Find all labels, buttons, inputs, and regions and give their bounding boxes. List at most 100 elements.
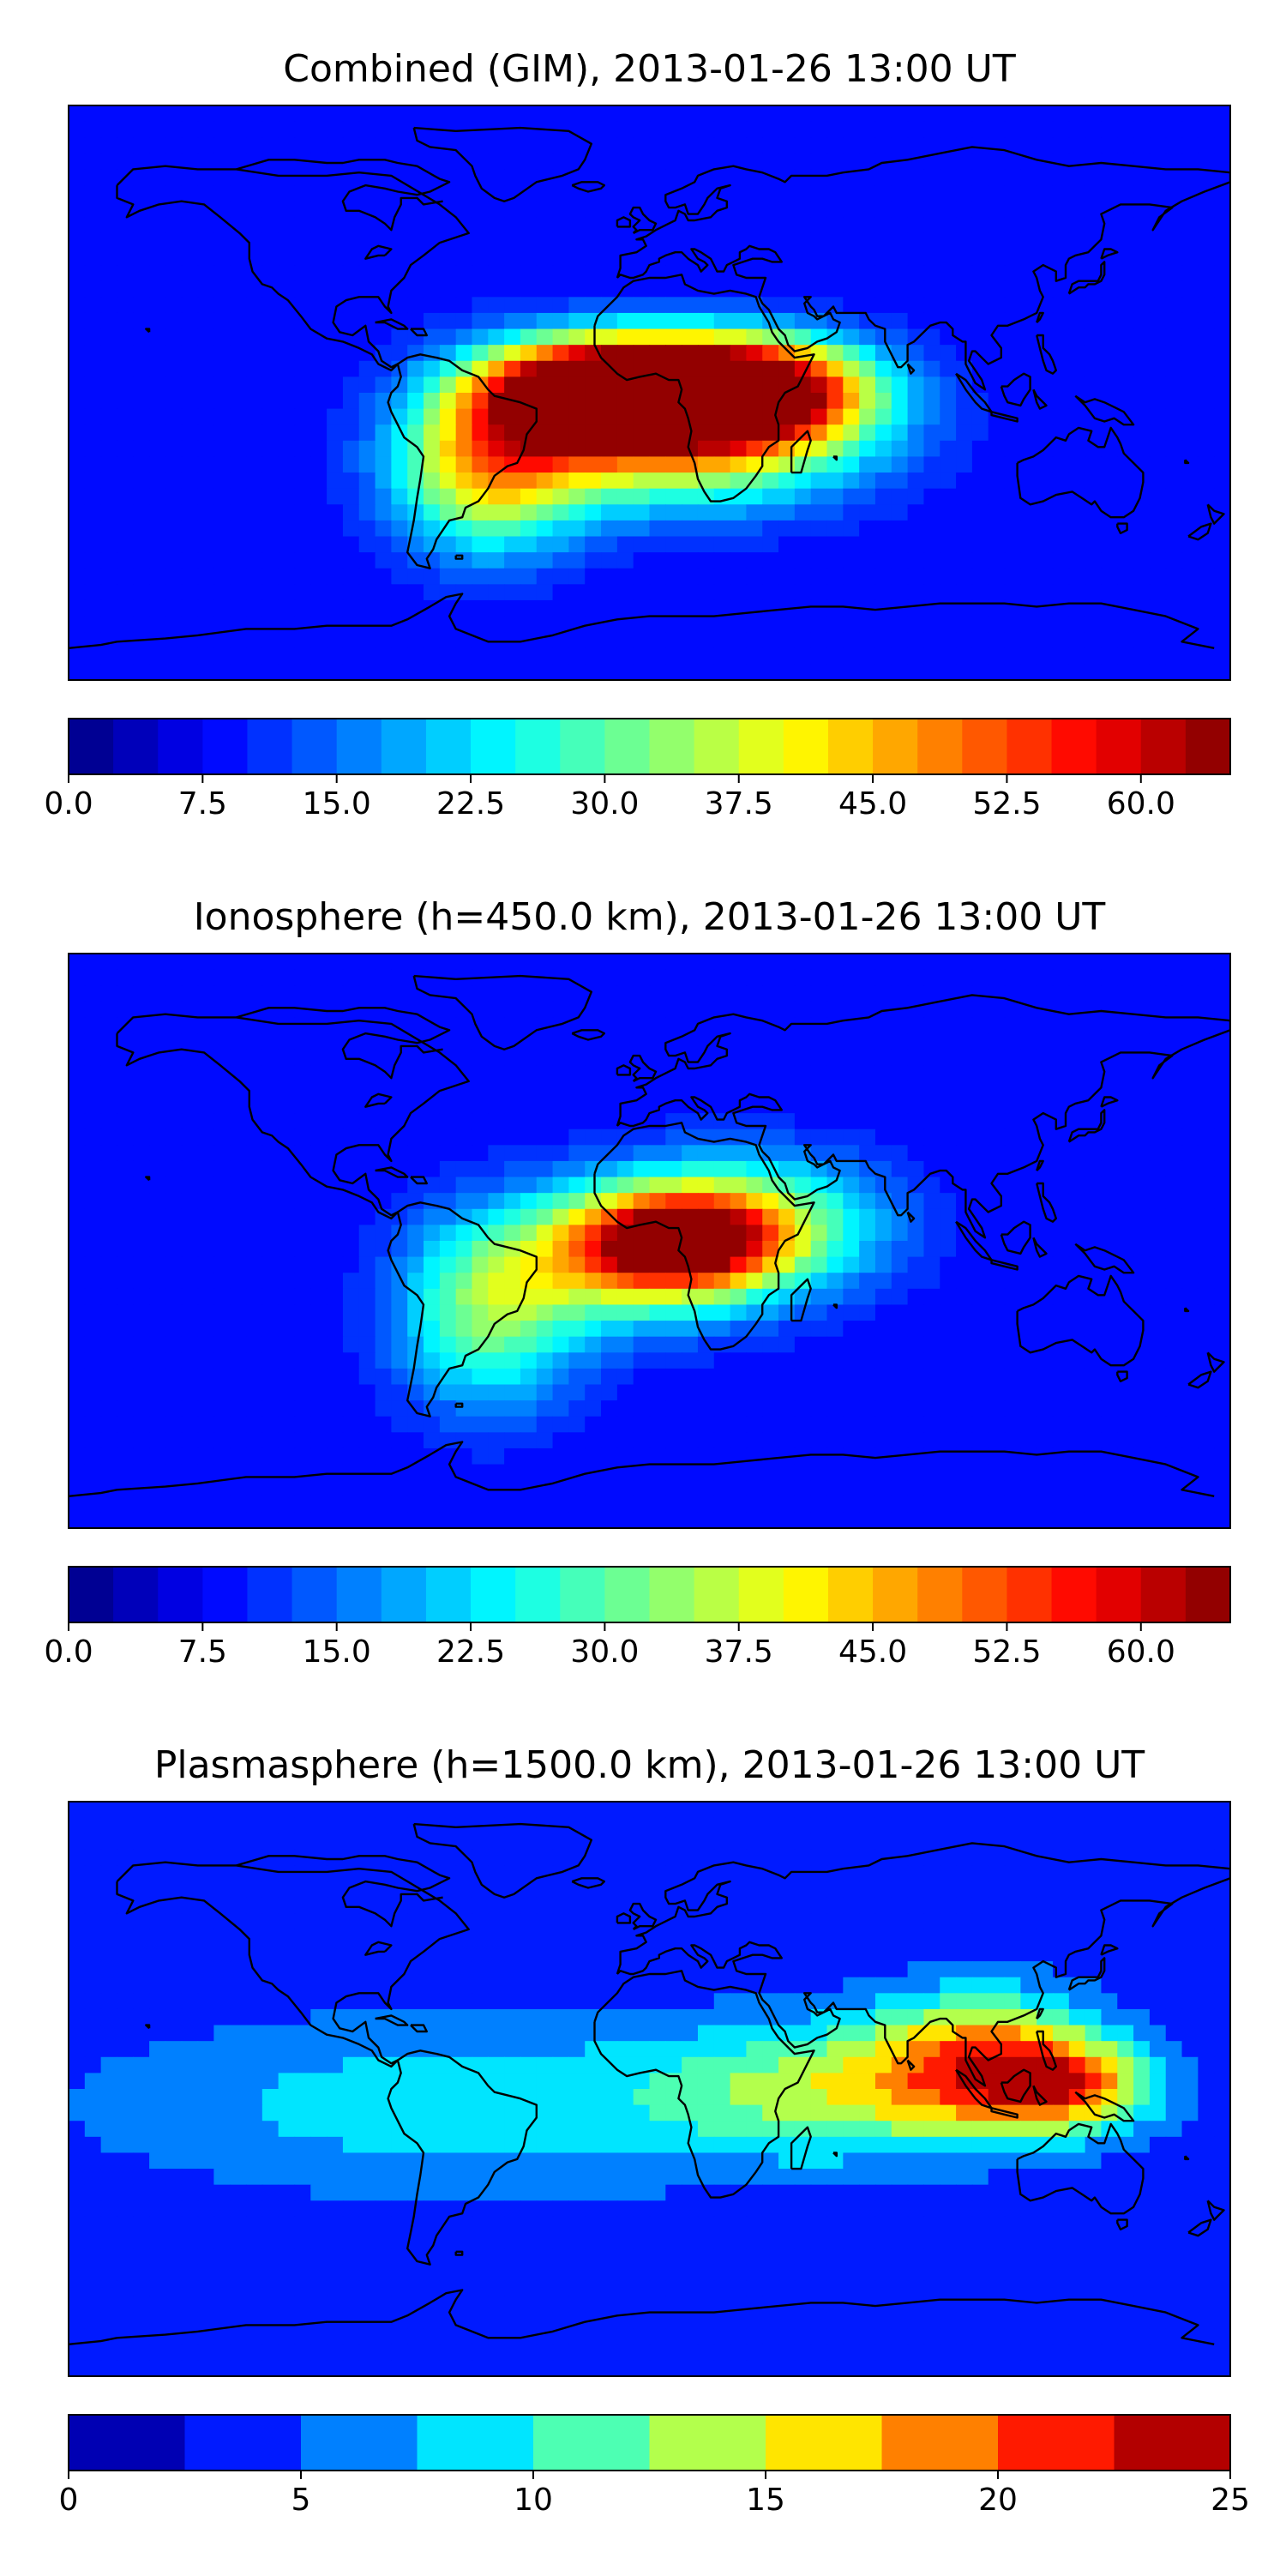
colorbar-tick-label: 15.0 xyxy=(303,786,371,822)
colorbar-segment xyxy=(69,719,114,774)
colorbar-segment xyxy=(560,1567,605,1622)
colorbar-segment xyxy=(382,719,427,774)
colorbar-tick-label: 52.5 xyxy=(972,786,1041,822)
colorbar-segment xyxy=(292,719,338,774)
colorbar-segment xyxy=(337,719,382,774)
colorbar-segment xyxy=(604,1567,650,1622)
colorbar-segment xyxy=(962,719,1007,774)
colorbar-segment xyxy=(882,2415,999,2471)
colorbar-tick-label: 20 xyxy=(978,2483,1018,2518)
colorbar-segment xyxy=(202,719,248,774)
colorbar-tick-label: 15.0 xyxy=(303,1634,371,1670)
colorbar-segment xyxy=(1115,2415,1231,2471)
colorbar-segment xyxy=(1007,1567,1052,1622)
colorbar-segment xyxy=(784,719,829,774)
map-panel-3: Plasmasphere (h=1500.0 km), 2013-01-26 1… xyxy=(59,1743,1250,2518)
colorbar-segment xyxy=(873,719,918,774)
colorbar-segment xyxy=(113,1567,159,1622)
colorbar-segment xyxy=(650,719,695,774)
colorbar-segment xyxy=(694,1567,740,1622)
colorbar-segment xyxy=(382,1567,427,1622)
colorbar-segment xyxy=(766,2415,882,2471)
colorbar-segment xyxy=(998,2415,1115,2471)
colorbar-segment xyxy=(113,719,159,774)
colorbar-segment xyxy=(471,1567,516,1622)
colorbar-tick-label: 45.0 xyxy=(838,786,907,822)
colorbar-tick-label: 22.5 xyxy=(436,1634,505,1670)
colorbar-segment xyxy=(1097,719,1142,774)
colorbar-segment xyxy=(1052,1567,1097,1622)
colorbar-segment xyxy=(426,719,472,774)
colorbar: 0 5 10 15 20 25 xyxy=(59,2415,1250,2518)
colorbar-segment xyxy=(515,1567,561,1622)
colorbar-segment xyxy=(560,719,605,774)
colorbar-segment xyxy=(1007,719,1052,774)
field-raster xyxy=(69,1802,1231,2377)
colorbar-segment xyxy=(533,2415,650,2471)
colorbar-tick-label: 60.0 xyxy=(1107,1634,1175,1670)
colorbar-tick-label: 0 xyxy=(59,2483,79,2518)
colorbar-segment xyxy=(694,719,740,774)
colorbar-tick-label: 0.0 xyxy=(44,786,93,822)
colorbar-tick-label: 37.5 xyxy=(705,1634,773,1670)
colorbar-tick-label: 5 xyxy=(291,2483,311,2518)
colorbar-segment xyxy=(962,1567,1007,1622)
colorbar-segment xyxy=(739,719,784,774)
colorbar-segment xyxy=(337,1567,382,1622)
colorbar-segment xyxy=(1186,1567,1231,1622)
colorbar-segment xyxy=(739,1567,784,1622)
colorbar-segment xyxy=(515,719,561,774)
colorbar-segment xyxy=(650,1567,695,1622)
colorbar-segment xyxy=(604,719,650,774)
colorbar-segment xyxy=(202,1567,248,1622)
colorbar-tick-label: 30.0 xyxy=(570,1634,639,1670)
colorbar-segment xyxy=(1141,719,1187,774)
colorbar-segment xyxy=(828,1567,874,1622)
colorbar-tick-label: 7.5 xyxy=(178,1634,227,1670)
colorbar-segment xyxy=(1141,1567,1187,1622)
colorbar-tick-label: 10 xyxy=(514,2483,553,2518)
colorbar-tick-label: 7.5 xyxy=(178,786,227,822)
colorbar-segment xyxy=(873,1567,918,1622)
colorbar-segment xyxy=(292,1567,338,1622)
colorbar-segment xyxy=(185,2415,302,2471)
colorbar-tick-label: 37.5 xyxy=(705,786,773,822)
panel-title: Combined (GIM), 2013-01-26 13:00 UT xyxy=(283,47,1016,91)
colorbar-segment xyxy=(784,1567,829,1622)
panel-title: Plasmasphere (h=1500.0 km), 2013-01-26 1… xyxy=(154,1743,1145,1787)
panel-title: Ionosphere (h=450.0 km), 2013-01-26 13:0… xyxy=(194,895,1106,939)
colorbar-segment xyxy=(247,1567,292,1622)
colorbar-segment xyxy=(426,1567,472,1622)
colorbar-segment xyxy=(650,2415,766,2471)
colorbar-segment xyxy=(828,719,874,774)
colorbar-segment xyxy=(301,2415,418,2471)
colorbar: 0.0 7.5 15.0 22.5 30.0 37.5 45.0 52.5 60.0 xyxy=(44,719,1230,822)
colorbar-tick-label: 30.0 xyxy=(570,786,639,822)
colorbar-tick-label: 25 xyxy=(1211,2483,1250,2518)
field-raster xyxy=(69,954,1231,1529)
colorbar-segment xyxy=(247,719,292,774)
colorbar-tick-label: 45.0 xyxy=(838,1634,907,1670)
colorbar-segment xyxy=(418,2415,534,2471)
colorbar-tick-label: 52.5 xyxy=(972,1634,1041,1670)
colorbar-segment xyxy=(69,1567,114,1622)
map-panel-2: Ionosphere (h=450.0 km), 2013-01-26 13:0… xyxy=(44,895,1230,1670)
field-raster xyxy=(69,105,1231,681)
colorbar-tick-label: 0.0 xyxy=(44,1634,93,1670)
colorbar-segment xyxy=(1186,719,1231,774)
colorbar-tick-label: 22.5 xyxy=(436,786,505,822)
colorbar: 0.0 7.5 15.0 22.5 30.0 37.5 45.0 52.5 60.0 xyxy=(44,1567,1230,1670)
colorbar-tick-label: 60.0 xyxy=(1107,786,1175,822)
colorbar-segment xyxy=(471,719,516,774)
colorbar-segment xyxy=(1097,1567,1142,1622)
colorbar-segment xyxy=(158,719,203,774)
colorbar-segment xyxy=(69,2415,185,2471)
colorbar-segment xyxy=(917,1567,963,1622)
colorbar-segment xyxy=(917,719,963,774)
colorbar-tick-label: 15 xyxy=(746,2483,785,2518)
map-panel-1: Combined (GIM), 2013-01-26 13:00 UT 0.0 7.… xyxy=(44,47,1230,822)
colorbar-segment xyxy=(1052,719,1097,774)
colorbar-segment xyxy=(158,1567,203,1622)
